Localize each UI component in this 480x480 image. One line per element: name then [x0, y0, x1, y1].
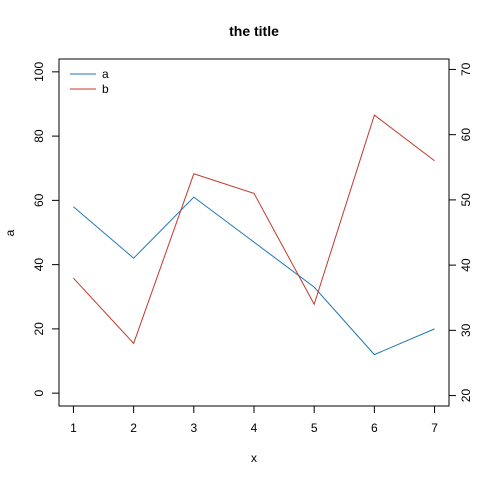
legend-label-b: b: [102, 82, 109, 96]
series-line-a: [73, 196, 435, 356]
left-y-tick-label: 100: [32, 62, 46, 82]
right-y-tick-label: 20: [459, 389, 473, 403]
left-y-tick-label: 40: [32, 258, 46, 272]
legend-label-a: a: [102, 67, 109, 81]
plot-area: [58, 58, 450, 407]
left-y-tick-label: 0: [32, 389, 46, 396]
right-y-tick-label: 30: [459, 323, 473, 337]
left-y-axis: 0 20 40 60 80 100: [32, 62, 60, 396]
series-line-b: [73, 114, 435, 345]
x-axis-title: x: [251, 451, 257, 465]
x-tick-label: 2: [130, 421, 137, 435]
left-y-tick-label: 80: [32, 129, 46, 143]
x-tick-label: 1: [70, 421, 77, 435]
right-y-tick-label: 50: [459, 193, 473, 207]
chart-title: the title: [229, 23, 279, 39]
x-tick-label: 3: [190, 421, 197, 435]
x-tick-label: 7: [431, 421, 438, 435]
right-y-tick-label: 40: [459, 258, 473, 272]
legend: a b: [70, 67, 109, 96]
x-tick-label: 5: [311, 421, 318, 435]
x-tick-label: 6: [371, 421, 378, 435]
right-y-tick-label: 70: [459, 62, 473, 76]
left-y-tick-label: 20: [32, 322, 46, 336]
x-axis: 1 2 3 4 5 6 7: [70, 405, 438, 435]
x-tick-label: 4: [251, 421, 258, 435]
y-axis-title: a: [3, 229, 17, 236]
right-y-axis: 20 30 40 50 60 70: [448, 62, 473, 403]
left-y-tick-label: 60: [32, 193, 46, 207]
right-y-tick-label: 60: [459, 128, 473, 142]
series-layer: [73, 114, 435, 356]
